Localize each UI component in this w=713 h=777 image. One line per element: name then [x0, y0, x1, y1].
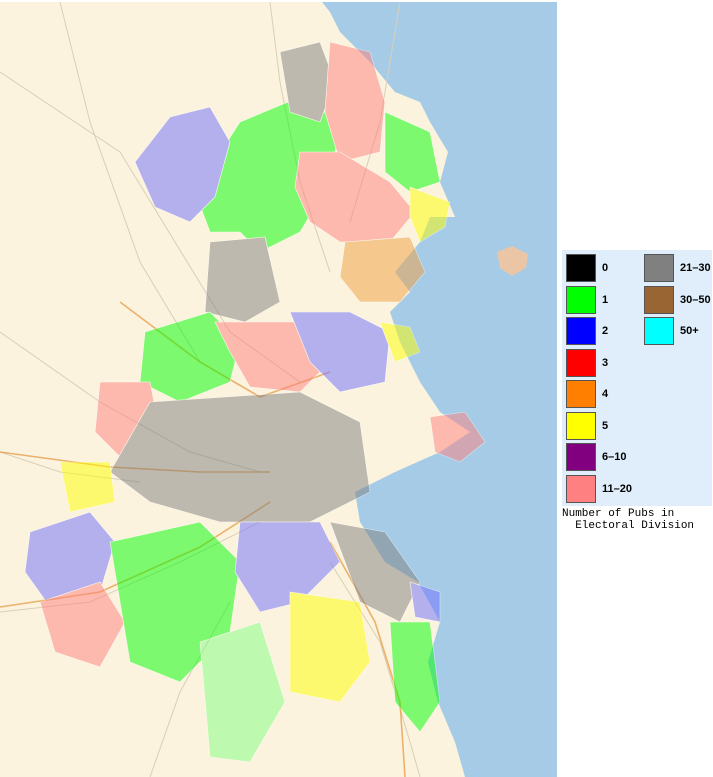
legend-swatch	[566, 348, 596, 377]
region-grey-south-east	[329, 521, 421, 623]
legend-swatch	[566, 317, 596, 345]
electoral-divisions	[24, 41, 486, 763]
region-grey-central-north	[204, 236, 281, 323]
region-green-malahide	[384, 111, 441, 193]
sea	[322, 2, 557, 777]
region-pink-howth	[429, 411, 486, 463]
region-yellow-portmarnock	[409, 186, 451, 243]
legend-label: 2	[602, 325, 609, 337]
region-pink-saggart	[39, 581, 126, 668]
legend-swatch	[566, 254, 596, 282]
legend-label: 6–10	[602, 451, 627, 463]
legend: 0 1 2 3 4 5 6–10 11–20 21–30 30–50 50+	[562, 250, 712, 506]
legend-label: 30–50	[680, 293, 711, 306]
legend-caption: Number of Pubs in Electoral Division	[562, 508, 695, 532]
region-lilac-north-east	[289, 311, 391, 393]
region-yellow-south	[289, 591, 371, 703]
legend-swatch	[566, 443, 596, 471]
region-lilac-dalkey	[409, 581, 441, 623]
legend-swatch	[566, 411, 596, 440]
legend-swatch	[566, 285, 596, 314]
legend-swatch	[566, 380, 596, 408]
region-orange-malahide	[339, 236, 426, 303]
legend-label: 0	[602, 262, 609, 274]
region-green-bray	[389, 621, 441, 733]
legend-swatch	[644, 254, 674, 282]
legend-swatch	[644, 285, 674, 314]
map-canvas[interactable]	[0, 2, 557, 777]
legend-label: 3	[602, 356, 609, 369]
region-green-south-mountains	[199, 621, 286, 763]
legend-swatch	[644, 317, 674, 345]
legend-label: 50+	[680, 325, 699, 337]
region-lilac-northwest	[134, 106, 231, 223]
region-yellow-sutton	[379, 321, 421, 363]
legend-swatch	[566, 474, 596, 503]
region-yellow-lucan	[59, 461, 116, 513]
region-pink-swords	[324, 41, 386, 163]
legend-label: 1	[602, 293, 609, 306]
legend-label: 4	[602, 388, 609, 400]
legend-label: 5	[602, 419, 609, 432]
choropleth-map[interactable]	[0, 2, 557, 777]
legend-label: 11–20	[602, 482, 632, 495]
island-lambay	[497, 246, 528, 276]
legend-label: 21–30	[680, 262, 711, 274]
